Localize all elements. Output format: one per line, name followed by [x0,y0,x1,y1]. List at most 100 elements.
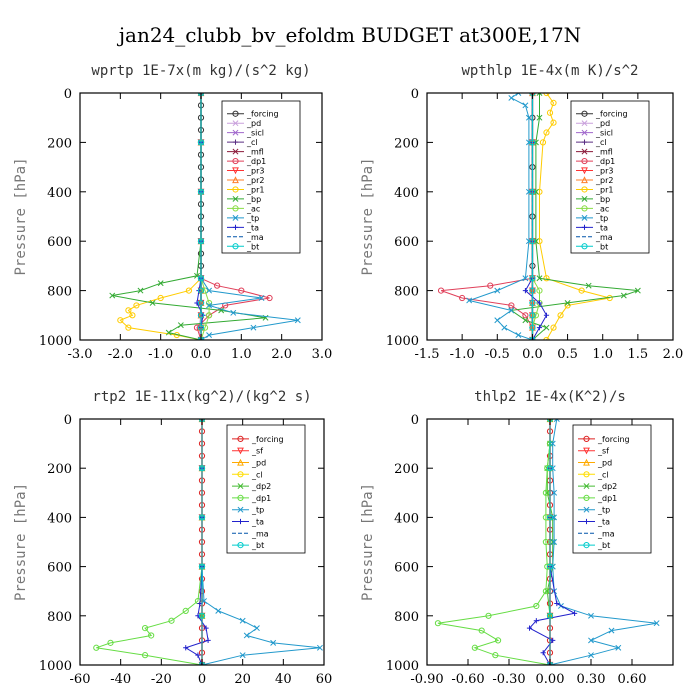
data-point [198,612,206,619]
series-line-pr1 [539,93,610,340]
data-point [501,324,508,331]
legend-marker [583,458,590,466]
legend-label: _ac [595,204,609,213]
x-tick-label: 20 [234,672,251,687]
data-point [529,312,536,319]
data-point [536,275,543,282]
data-point [266,294,273,302]
data-point [137,287,144,294]
legend: _forcing_pd_sicl_cl_mfl_dp1_pr3_pr2_pr1_… [221,100,301,254]
legend-marker [232,214,239,221]
data-point [183,645,189,651]
plot-area [93,419,323,665]
legend-label: _tp [597,506,610,515]
y-tick-label: 600 [394,235,419,250]
legend-label: _pd [597,459,612,468]
y-tick-label: 800 [394,610,419,625]
legend-label: _cl [251,470,263,479]
y-axis-label: Pressure [hPa] [360,157,376,275]
legend-marker [232,139,239,145]
data-point [197,275,205,282]
data-point [238,287,245,294]
data-point [316,644,323,651]
y-tick-label: 200 [394,136,419,151]
data-point [539,139,547,146]
data-point [546,612,554,619]
x-tick-label: 0.00 [536,672,565,687]
legend-label: _ma [246,233,264,242]
legend-label: _forcing [251,435,284,444]
plot-area [437,93,641,340]
data-point [149,299,156,306]
y-axis-label: Pressure [hPa] [13,157,29,275]
y-tick-label: 200 [47,136,72,151]
data-point [125,324,132,331]
data-point [620,292,627,299]
data-point [125,307,132,314]
legend-label: _ta [595,223,608,232]
data-point [466,297,473,304]
panel-title: thlp2 1E-4x(K^2)/s [474,389,626,405]
legend-label: _cl [246,138,258,147]
legend-label: _pr1 [246,185,264,194]
data-point [542,489,550,496]
y-tick-label: 600 [394,561,419,576]
data-point [536,188,543,195]
data-point [165,329,172,336]
legend-marker [237,458,244,466]
legend-marker [581,139,588,145]
y-tick-label: 400 [394,186,419,201]
data-point [550,637,556,643]
legend-marker [581,176,588,184]
x-tick-label: -0.90 [410,672,443,687]
legend-marker [232,110,239,117]
legend-box [572,424,652,554]
data-point [546,465,554,472]
data-point [168,617,175,624]
data-point [529,238,536,245]
legend-label: _bt [246,242,259,251]
data-point [117,317,124,324]
x-tick-label: 0.30 [577,672,606,687]
legend-marker [232,176,239,184]
legend-marker [581,186,588,193]
data-point [588,637,594,644]
data-point [494,317,501,324]
data-point [243,632,250,639]
data-point [206,287,213,294]
x-tick-label: -60 [70,672,91,687]
data-point [578,287,585,294]
y-tick-label: 800 [394,285,419,300]
y-axis-label: Pressure [hPa] [360,483,376,601]
legend-label: _dp1 [595,157,615,166]
legend-marker [581,167,588,175]
y-tick-label: 0 [411,87,419,102]
data-point [522,288,528,294]
data-point [197,312,205,319]
data-point [653,620,660,627]
legend-label: _forcing [597,435,630,444]
y-tick-label: 1000 [386,659,419,674]
data-point [508,94,515,101]
legend-label: _sf [597,447,609,456]
legend-label: _pr3 [595,167,613,176]
legend-marker [583,447,590,455]
legend-marker [237,471,244,478]
x-tick-label: 2.0 [271,347,292,362]
data-point [206,302,213,309]
legend-marker [232,120,239,127]
x-tick-label: 1.5 [628,347,649,362]
data-point [157,280,164,287]
legend-marker [237,435,244,442]
legend-label: _mfl [595,148,613,157]
legend-label: _dp2 [597,482,617,491]
series-line-dp1 [96,419,203,665]
data-point [543,324,550,331]
legend-label: _forcing [595,110,628,119]
y-tick-label: 600 [47,561,72,576]
series-line-tp [549,419,657,665]
data-point [572,610,578,616]
legend-label: _mfl [246,148,264,157]
